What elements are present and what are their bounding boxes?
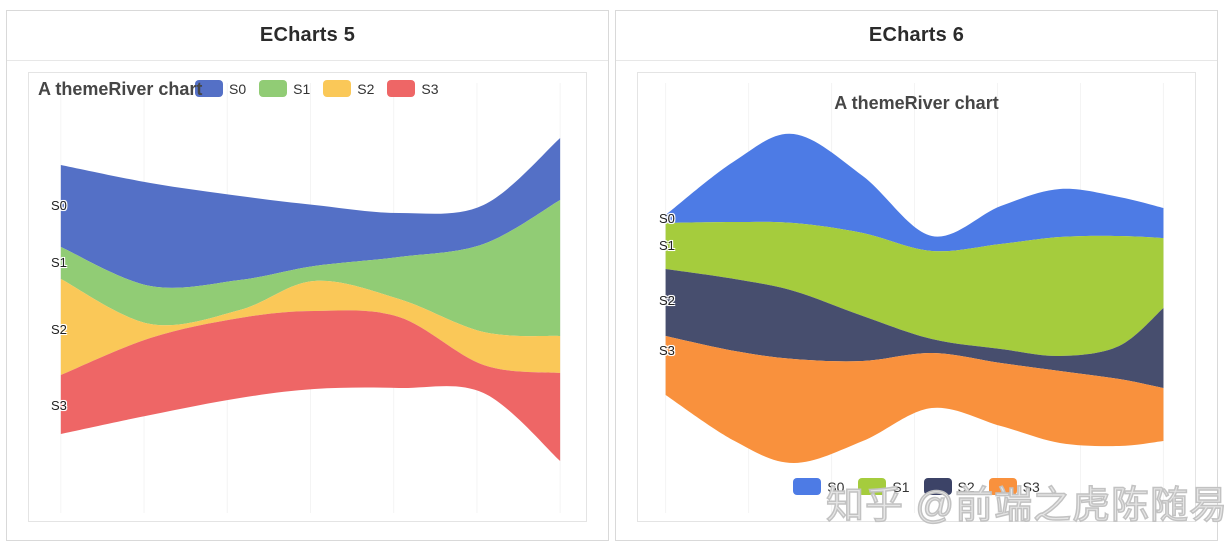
stream-S2[interactable] — [665, 269, 1164, 388]
themeriver-svg — [665, 83, 1164, 513]
panel-header-echarts5: ECharts 5 — [7, 11, 608, 61]
stream-label-S1: S1 — [659, 238, 675, 253]
legend-item-S1[interactable]: S1 — [259, 80, 310, 97]
stream-S0[interactable] — [665, 133, 1164, 252]
legend-swatch-S0 — [793, 478, 822, 495]
legend-swatch-S2 — [323, 80, 352, 97]
legend-label: S1 — [293, 80, 311, 97]
stream-S1[interactable] — [60, 200, 561, 337]
legend-label: S2 — [957, 478, 975, 495]
legend-label: S2 — [357, 80, 375, 97]
legend-label: S3 — [1022, 478, 1040, 495]
legend-label: S1 — [892, 478, 910, 495]
legend-item-S3[interactable]: S3 — [387, 80, 439, 97]
panel-echarts6: ECharts 6 A themeRiver chart S0 S1 S2 S3 S0… — [615, 10, 1218, 541]
legend-swatch-S3 — [988, 478, 1017, 495]
legend-item-S2[interactable]: S2 — [323, 80, 374, 97]
stream-S1[interactable] — [665, 221, 1164, 357]
legend-swatch-S1 — [259, 80, 288, 97]
legend-item-S0[interactable]: S0 — [793, 478, 844, 495]
legend-swatch-S1 — [858, 478, 887, 495]
stream-label-S0: S0 — [51, 198, 67, 213]
stream-S3[interactable] — [60, 310, 561, 461]
themeriver-svg — [60, 83, 561, 513]
legend-item-S0[interactable]: S0 — [195, 80, 246, 97]
legend-item-S3[interactable]: S3 — [988, 478, 1040, 495]
stream-S2[interactable] — [60, 279, 561, 375]
legend-item-S2[interactable]: S2 — [923, 478, 975, 495]
stream-label-S1: S1 — [51, 255, 67, 270]
chart-legend: S0 S1 S2 S3 — [195, 80, 439, 97]
stream-label-S2: S2 — [51, 322, 67, 337]
stream-label-S2: S2 — [659, 293, 675, 308]
stream-label-S3: S3 — [659, 343, 675, 358]
panel-echarts5: ECharts 5 A themeRiver chart S0 S1 S2 S3 S0… — [6, 10, 609, 541]
legend-swatch-S2 — [923, 478, 952, 495]
chart-title: A themeRiver chart — [834, 93, 999, 113]
legend-label: S0 — [827, 478, 845, 495]
legend-item-S1[interactable]: S1 — [858, 478, 910, 495]
chart-canvas-echarts6[interactable]: A themeRiver chart S0 S1 S2 S3 S0 S1 S2 S3 — [637, 72, 1196, 522]
chart-legend: S0 S1 S2 S3 — [638, 478, 1195, 495]
legend-label: S0 — [229, 80, 247, 97]
chart-title: A themeRiver chart — [38, 79, 203, 99]
stream-label-S0: S0 — [659, 211, 675, 226]
stream-S0[interactable] — [60, 138, 561, 288]
legend-swatch-S0 — [195, 80, 223, 97]
panel-title: ECharts 5 — [259, 24, 356, 46]
panel-title: ECharts 6 — [868, 24, 965, 46]
legend-swatch-S3 — [387, 80, 416, 97]
panel-header-echarts6: ECharts 6 — [616, 11, 1217, 61]
chart-canvas-echarts5[interactable]: A themeRiver chart S0 S1 S2 S3 S0 S1 S2 S3 — [28, 72, 587, 522]
comparison-page: ECharts 5 A themeRiver chart S0 S1 S2 S3 S0… — [6, 10, 1218, 541]
legend-label: S3 — [421, 80, 439, 97]
stream-label-S3: S3 — [51, 398, 67, 413]
stream-S3[interactable] — [665, 336, 1164, 463]
